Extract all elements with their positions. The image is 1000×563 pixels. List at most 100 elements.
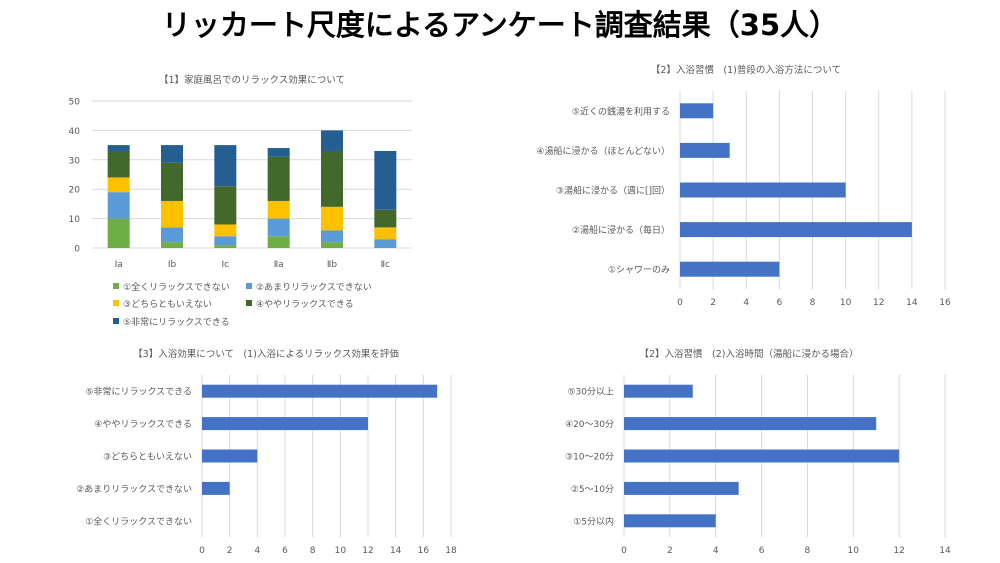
- bar-segment: [107, 150, 130, 178]
- bar: [680, 182, 846, 198]
- bar-segment: [267, 148, 290, 157]
- bar-segment: [161, 145, 183, 163]
- bar-segment: [214, 145, 237, 187]
- y-tick-label: 50: [69, 98, 81, 108]
- bar-segment: [107, 192, 130, 219]
- category-label: ③湯船に浸かる（週に[]回）: [556, 185, 670, 197]
- legend-label: ②あまりリラックスできない: [256, 282, 372, 293]
- x-tick-label: Ⅱc: [381, 260, 390, 270]
- category-label: ②あまりリラックスできない: [76, 484, 192, 495]
- x-tick-label: 14: [906, 298, 918, 308]
- legend-label: ⑤非常にリラックスできる: [123, 316, 230, 328]
- x-tick-label: Ⅱa: [274, 260, 284, 270]
- x-tick-label: Ⅰc: [222, 260, 230, 270]
- y-tick-label: 10: [69, 215, 81, 225]
- category-label: ④20～30分: [565, 419, 614, 430]
- bar-segment: [321, 206, 343, 231]
- bar: [624, 384, 693, 398]
- category-label: ②湯船に浸かる（毎日）: [572, 224, 670, 236]
- legend-label: ③どちらともいえない: [123, 299, 212, 310]
- bar: [202, 417, 368, 431]
- x-tick-label: Ⅱb: [327, 260, 337, 270]
- category-label: ⑤近くの銭湯を利用する: [572, 105, 670, 117]
- chart-title: 【1】家庭風呂でのリラックス効果について: [159, 74, 345, 86]
- bar-segment: [374, 150, 397, 210]
- bar-segment: [214, 236, 237, 246]
- chart-title: 【3】入浴効果について (1)入浴によるリラックス効果を評価: [133, 348, 399, 360]
- y-tick-label: 30: [69, 156, 81, 166]
- bar-segment: [161, 162, 183, 201]
- legend-swatch: [113, 283, 119, 289]
- category-label: ①5分以内: [573, 515, 614, 527]
- bar: [202, 384, 438, 398]
- x-tick-label: Ⅰb: [168, 260, 177, 270]
- y-tick-label: 40: [69, 127, 81, 137]
- x-tick-label: 4: [713, 546, 719, 556]
- x-tick-label: 4: [743, 298, 749, 308]
- x-tick-label: 16: [939, 298, 951, 308]
- bar-segment: [161, 200, 183, 228]
- category-label: ④湯船に浸かる（ほとんどない）: [536, 145, 670, 157]
- category-label: ②5～10分: [571, 484, 614, 495]
- bar: [680, 103, 714, 119]
- bar-segment: [321, 242, 343, 248]
- bar-segment: [107, 145, 130, 151]
- bar: [624, 481, 739, 495]
- x-tick-label: 10: [335, 546, 347, 556]
- chart-title: 【2】入浴習慣 (2)入浴時間（湯船に浸かる場合）: [639, 348, 858, 360]
- category-label: ⑤非常にリラックスできる: [85, 386, 192, 398]
- bar-segment: [321, 230, 343, 243]
- category-label: ①全くリラックスできない: [85, 515, 192, 527]
- x-tick-label: 10: [848, 546, 860, 556]
- x-tick-label: 6: [282, 546, 288, 556]
- x-tick-label: 14: [939, 546, 951, 556]
- x-tick-label: 12: [893, 546, 904, 556]
- bar: [624, 514, 716, 528]
- bar-segment: [374, 227, 397, 240]
- legend-label: ④ややリラックスできる: [256, 299, 354, 310]
- x-tick-label: 8: [810, 298, 816, 308]
- bar-segment: [161, 227, 183, 243]
- legend-label: ①全くリラックスできない: [123, 281, 230, 293]
- bar: [680, 142, 730, 158]
- x-tick-label: 16: [418, 546, 430, 556]
- bar-segment: [214, 224, 237, 237]
- bar: [202, 481, 230, 495]
- bar-segment: [214, 186, 237, 225]
- bar-segment: [374, 209, 397, 228]
- bar-segment: [374, 239, 397, 248]
- bar: [624, 449, 900, 463]
- category-label: ⑤30分以上: [567, 387, 614, 398]
- x-tick-label: 2: [227, 546, 233, 556]
- x-tick-label: 0: [677, 298, 683, 308]
- legend-swatch: [113, 300, 119, 306]
- bar-segment: [267, 200, 290, 219]
- legend-swatch: [246, 300, 252, 306]
- bar-segment: [107, 218, 130, 248]
- y-tick-label: 0: [74, 245, 80, 255]
- legend-swatch: [246, 283, 252, 289]
- x-tick-label: 2: [710, 298, 716, 308]
- x-tick-label: 6: [759, 546, 765, 556]
- x-tick-label: 8: [310, 546, 316, 556]
- bar-segment: [107, 177, 130, 193]
- category-label: ①シャワーのみ: [608, 265, 670, 276]
- bar: [680, 222, 912, 238]
- x-tick-label: 14: [390, 546, 402, 556]
- category-label: ④ややリラックスできる: [94, 419, 192, 430]
- bar-segment: [321, 150, 343, 207]
- page-title: リッカート尺度によるアンケート調査結果（35人）: [161, 8, 839, 42]
- bar-segment: [214, 245, 237, 248]
- bar: [202, 449, 258, 463]
- bar-segment: [267, 156, 290, 201]
- category-label: ③どちらともいえない: [103, 452, 192, 463]
- x-tick-label: 8: [805, 546, 811, 556]
- bar-segment: [267, 236, 290, 248]
- x-tick-label: 10: [840, 298, 852, 308]
- x-tick-label: 18: [445, 546, 457, 556]
- x-tick-label: 4: [254, 546, 260, 556]
